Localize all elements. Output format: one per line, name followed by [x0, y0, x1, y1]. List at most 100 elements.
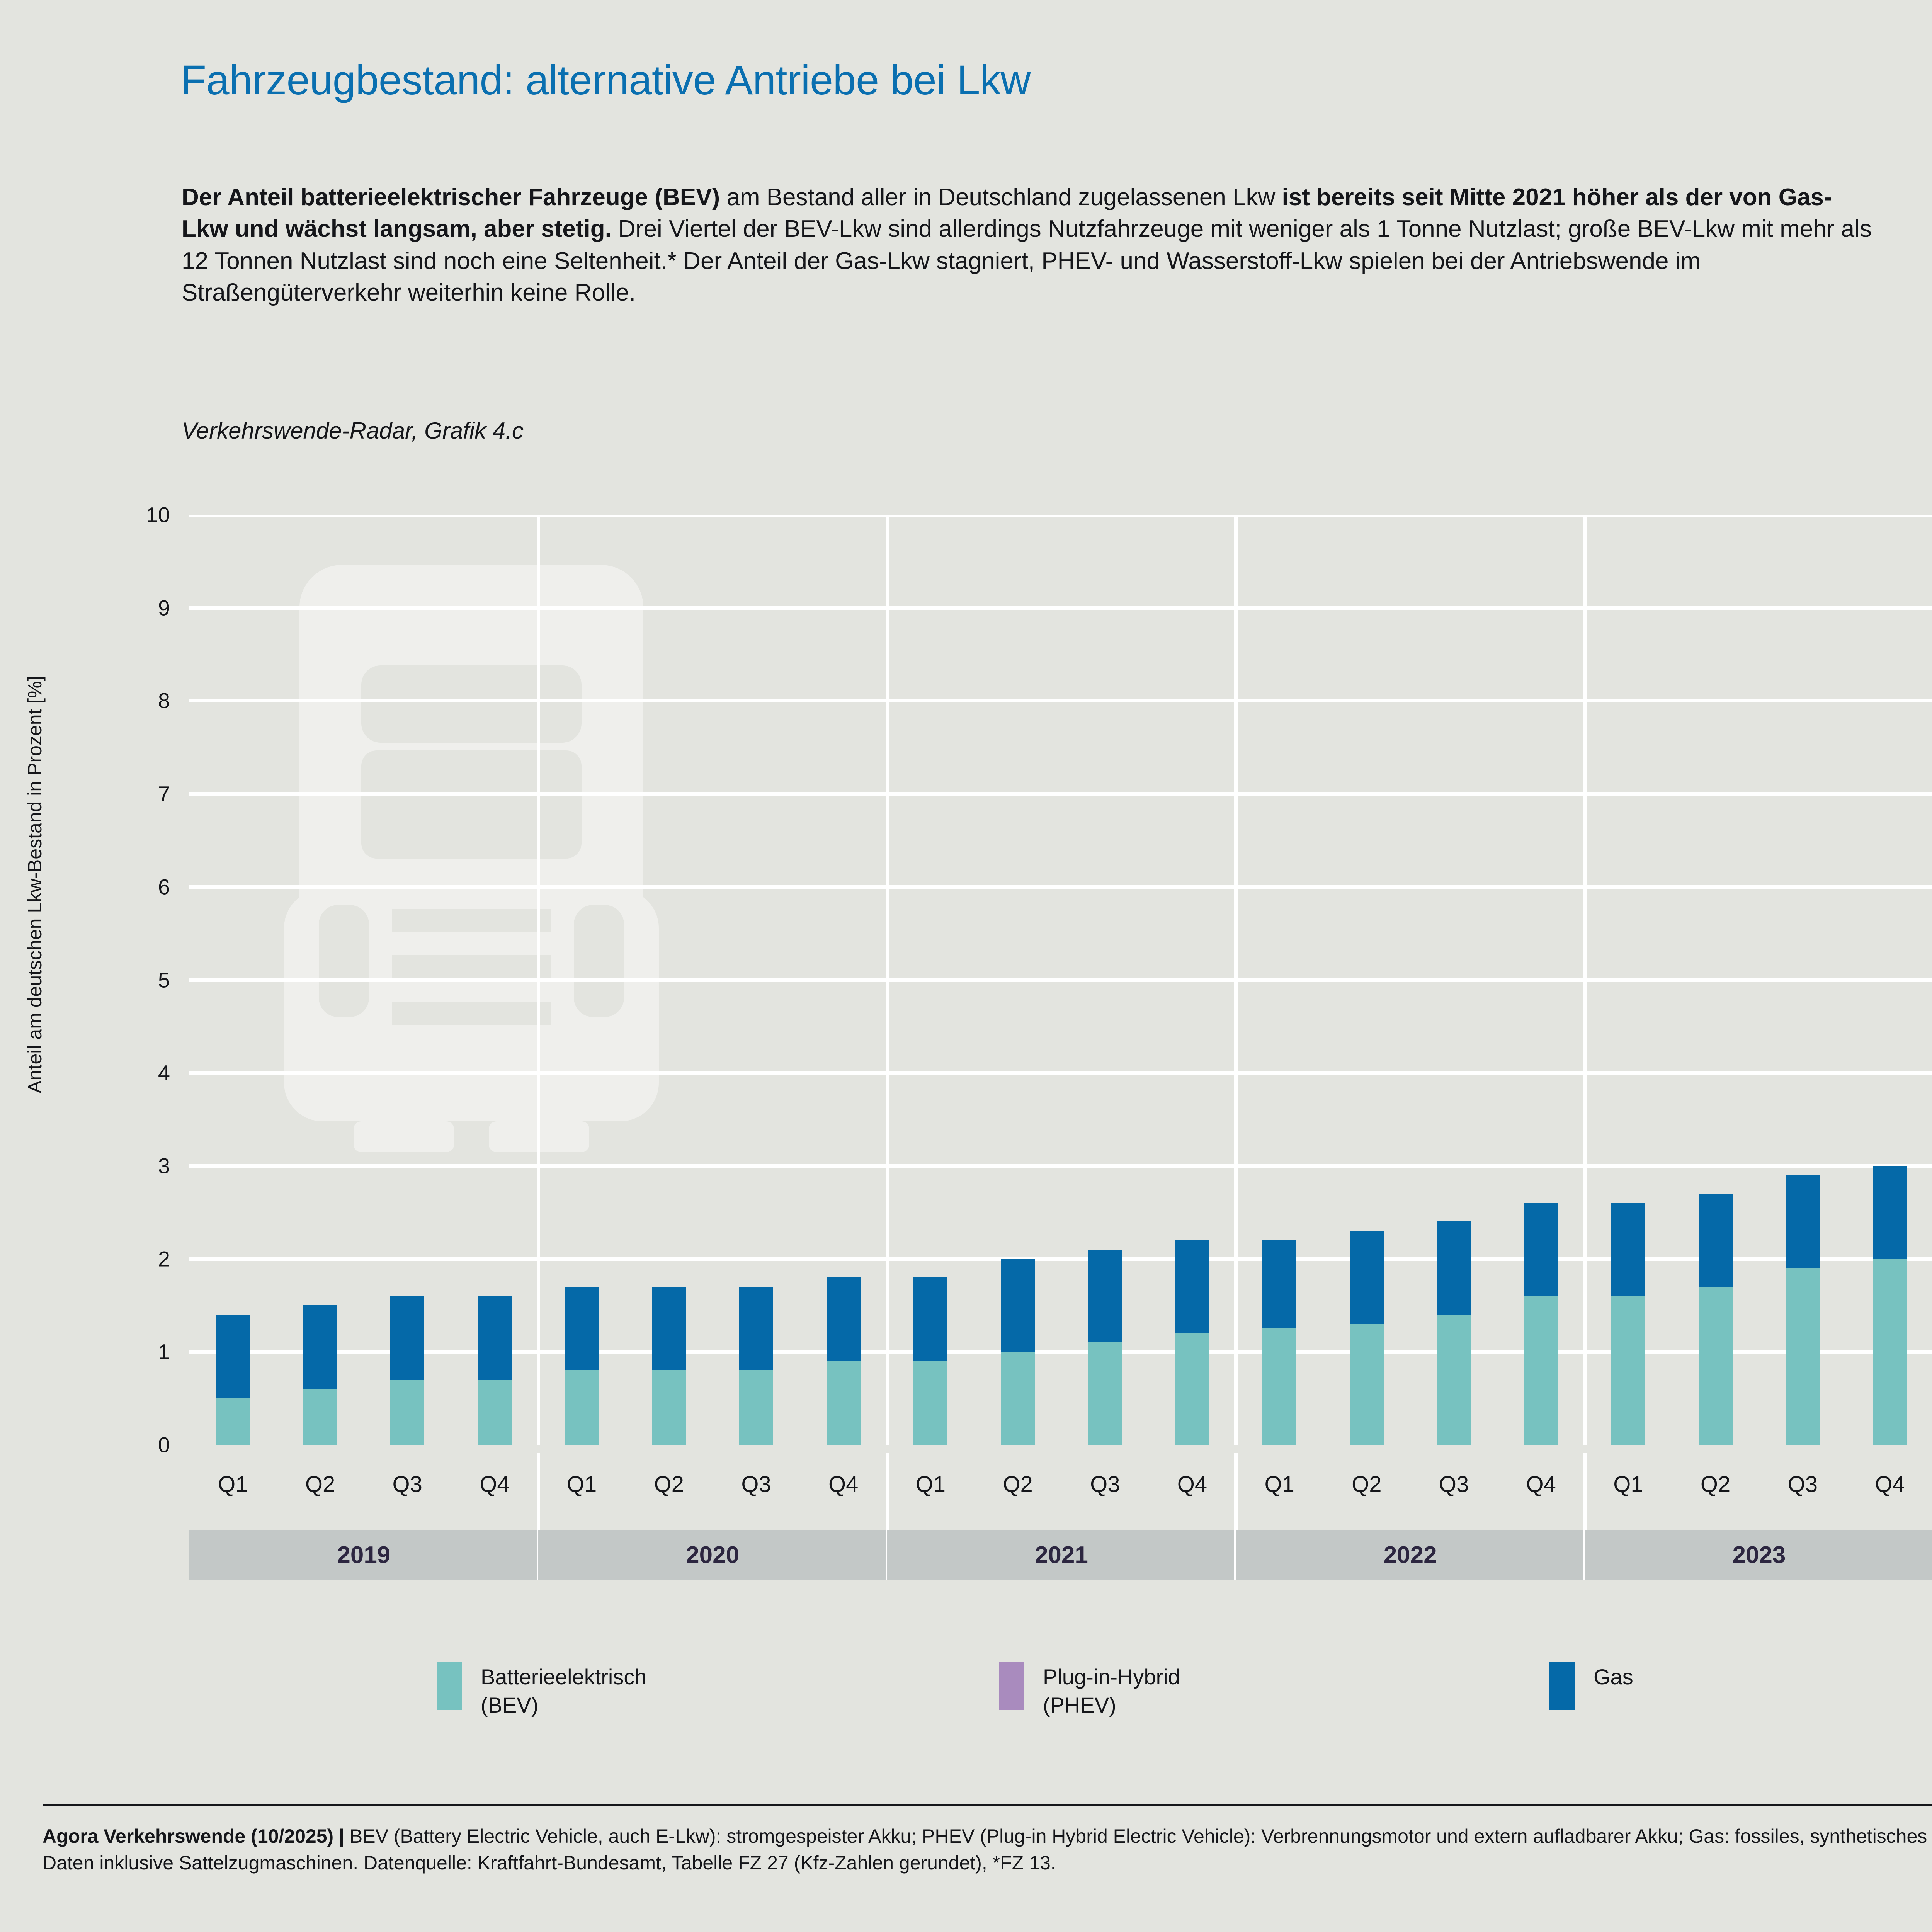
year-group-separator — [885, 515, 889, 1445]
bar-segment-bev — [1175, 1333, 1209, 1445]
gridline — [189, 515, 1932, 517]
y-axis-ticks: 0 1 2 3 4 5 6 7 8 9 10 — [70, 0, 170, 1932]
y-tick-5: 5 — [158, 968, 170, 992]
bar-segment-gas — [1001, 1259, 1035, 1352]
bar-2022-Q2[interactable] — [1349, 515, 1384, 1445]
page-title: Fahrzeugbestand: alternative Antriebe be… — [181, 56, 1031, 103]
bar-segment-bev — [390, 1379, 425, 1445]
subtitle-text-1: am Bestand aller in Deutschland zugelass… — [720, 184, 1282, 211]
gridline — [189, 792, 1932, 796]
year-band-2023: 2023 — [1585, 1530, 1932, 1580]
legend-label-gas: Gas — [1594, 1665, 1633, 1689]
x-tick-2020-Q2: Q2 — [654, 1472, 684, 1497]
bar-2023-Q1[interactable] — [1611, 515, 1645, 1445]
bar-2020-Q1[interactable] — [565, 515, 599, 1445]
x-tick-2023-Q4: Q4 — [1875, 1472, 1905, 1497]
bar-segment-gas — [1698, 1194, 1733, 1287]
x-tick-2020-Q3: Q3 — [741, 1472, 771, 1497]
bar-2022-Q1[interactable] — [1262, 515, 1297, 1445]
year-group-separator — [1234, 515, 1238, 1445]
bar-2019-Q2[interactable] — [303, 515, 337, 1445]
x-tick-2019-Q1: Q1 — [218, 1472, 248, 1497]
bar-2022-Q4[interactable] — [1524, 515, 1558, 1445]
bar-segment-bev — [1262, 1328, 1297, 1445]
bar-segment-bev — [826, 1361, 861, 1445]
bar-segment-gas — [1262, 1240, 1297, 1329]
footer-divider — [43, 1804, 1932, 1806]
x-tick-2023-Q3: Q3 — [1787, 1472, 1818, 1497]
bar-2019-Q1[interactable] — [216, 515, 250, 1445]
bar-segment-gas — [1437, 1221, 1471, 1315]
bar-2021-Q2[interactable] — [1001, 515, 1035, 1445]
bar-2019-Q4[interactable] — [477, 515, 512, 1445]
year-band-separator — [1583, 1453, 1587, 1580]
bar-segment-bev — [1698, 1286, 1733, 1445]
bar-segment-gas — [216, 1315, 250, 1398]
footer-note: Agora Verkehrswende (10/2025) | BEV (Bat… — [43, 1823, 1932, 1876]
legend-swatch-gas — [1549, 1662, 1575, 1710]
bar-segment-gas — [739, 1286, 773, 1371]
chart-legend: Batterieelektrisch (BEV) Plug-in-Hybrid (… — [0, 1662, 1932, 1739]
bar-segment-gas — [913, 1277, 948, 1361]
bar-segment-gas — [1786, 1175, 1820, 1268]
subtitle-text-2: Drei Viertel der BEV-Lkw sind allerdings… — [182, 216, 1872, 306]
bar-segment-bev — [1088, 1342, 1122, 1445]
y-tick-3: 3 — [158, 1153, 170, 1178]
bar-segment-bev — [477, 1379, 512, 1445]
bar-segment-bev — [216, 1398, 250, 1445]
bar-segment-gas — [1175, 1240, 1209, 1333]
x-tick-2022-Q2: Q2 — [1352, 1472, 1382, 1497]
bar-segment-gas — [303, 1305, 337, 1389]
x-tick-2023-Q2: Q2 — [1700, 1472, 1731, 1497]
subtitle-paragraph: Der Anteil batterieelektrischer Fahrzeug… — [182, 182, 1878, 309]
y-tick-8: 8 — [158, 688, 170, 713]
bar-2020-Q3[interactable] — [739, 515, 773, 1445]
year-band-separator — [536, 1453, 540, 1580]
footer-source-text: BEV (Battery Electric Vehicle, auch E-Lk… — [43, 1825, 1932, 1874]
gridline — [189, 606, 1932, 610]
bar-2023-Q3[interactable] — [1786, 515, 1820, 1445]
y-tick-0: 0 — [158, 1432, 170, 1457]
bar-2023-Q2[interactable] — [1698, 515, 1733, 1445]
bar-2022-Q3[interactable] — [1437, 515, 1471, 1445]
gridline — [189, 699, 1932, 703]
bar-segment-bev — [565, 1370, 599, 1445]
bar-2021-Q4[interactable] — [1175, 515, 1209, 1445]
legend-label-phev: Plug-in-Hybrid (PHEV) — [1043, 1665, 1180, 1717]
bar-2021-Q3[interactable] — [1088, 515, 1122, 1445]
y-tick-4: 4 — [158, 1060, 170, 1085]
x-tick-2022-Q1: Q1 — [1264, 1472, 1294, 1497]
x-tick-2021-Q1: Q1 — [915, 1472, 946, 1497]
x-tick-2019-Q4: Q4 — [480, 1472, 510, 1497]
legend-item-phev[interactable]: Plug-in-Hybrid (PHEV) — [999, 1662, 1180, 1719]
bar-segment-bev — [1001, 1352, 1035, 1445]
bar-segment-bev — [1786, 1268, 1820, 1445]
bar-segment-bev — [652, 1370, 686, 1445]
year-group-separator — [536, 515, 540, 1445]
bar-segment-gas — [1873, 1165, 1907, 1259]
subtitle-bold-1: Der Anteil batterieelektrischer Fahrzeug… — [182, 184, 720, 211]
year-band-2021: 2021 — [887, 1530, 1236, 1580]
bar-segment-bev — [1437, 1315, 1471, 1445]
bar-segment-gas — [1349, 1231, 1384, 1324]
bar-segment-bev — [303, 1389, 337, 1445]
bar-segment-gas — [826, 1277, 861, 1361]
bar-2020-Q4[interactable] — [826, 515, 861, 1445]
year-group-separator — [1583, 515, 1587, 1445]
legend-item-gas[interactable]: Gas — [1549, 1662, 1633, 1710]
bar-segment-bev — [739, 1370, 773, 1445]
bar-segment-gas — [390, 1296, 425, 1380]
bar-segment-gas — [1611, 1203, 1645, 1296]
x-tick-2021-Q2: Q2 — [1003, 1472, 1033, 1497]
y-tick-10: 10 — [146, 502, 170, 527]
bar-segment-gas — [652, 1286, 686, 1371]
bar-2020-Q2[interactable] — [652, 515, 686, 1445]
bar-2019-Q3[interactable] — [390, 515, 425, 1445]
legend-item-bev[interactable]: Batterieelektrisch (BEV) — [437, 1662, 647, 1719]
bar-segment-gas — [1524, 1203, 1558, 1296]
bar-2021-Q1[interactable] — [913, 515, 948, 1445]
bar-2023-Q4[interactable] — [1873, 515, 1907, 1445]
year-band-separator — [885, 1453, 889, 1580]
x-tick-2019-Q2: Q2 — [305, 1472, 335, 1497]
